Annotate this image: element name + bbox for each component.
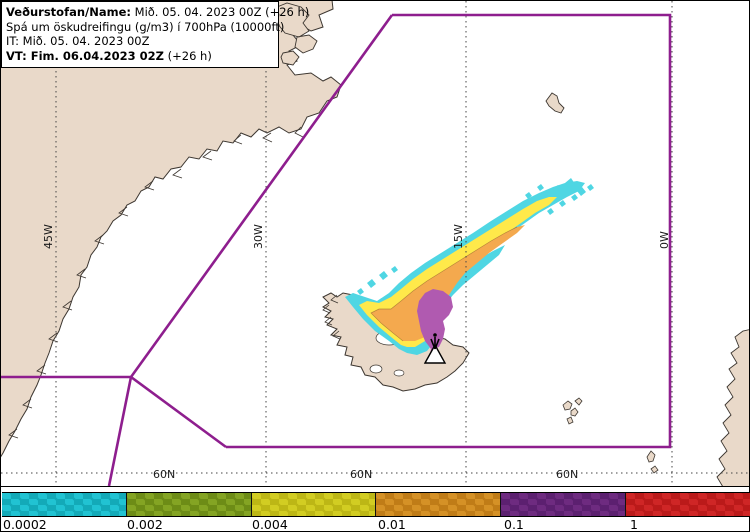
info-name-label: Veðurstofan/Name: — [6, 5, 131, 19]
colorbar-label: 0.004 — [252, 517, 288, 532]
colorbar-strip[interactable] — [2, 492, 750, 517]
ash-contour-0.1 — [417, 289, 453, 349]
colorbar-segment[interactable] — [626, 493, 750, 516]
longitude-label: 45W — [42, 224, 55, 249]
colorbar-labels: 0.0002 0.002 0.004 0.01 0.1 1 — [1, 518, 750, 532]
latitude-label-group: 60N 60N 60N — [153, 468, 578, 481]
colorbar-segment[interactable] — [126, 493, 252, 516]
colorbar-label: 0.002 — [127, 517, 163, 532]
latitude-label: 60N — [350, 468, 372, 481]
glacier-langjokull — [393, 369, 405, 377]
glacier-myrdalsjokull — [369, 364, 383, 374]
fir-boundary — [1, 13, 672, 486]
info-line-name: Veðurstofan/Name: Mið. 05. 04. 2023 00Z … — [6, 5, 309, 20]
colorbar-legend: 0.0002 0.002 0.004 0.01 0.1 1 — [0, 487, 750, 532]
info-name-value: Mið. 05. 04. 2023 00Z (+26 h) — [131, 5, 310, 19]
latitude-label: 60N — [556, 468, 578, 481]
forecast-info-box: Veðurstofan/Name: Mið. 05. 04. 2023 00Z … — [1, 1, 309, 68]
info-line-valid-time: VT: Fim. 06.04.2023 02Z (+26 h) — [6, 49, 274, 64]
greenland-northeast-islands — [276, 2, 318, 66]
longitude-gridlines — [55, 1, 673, 486]
colorbar-segment[interactable] — [501, 493, 627, 516]
ash-contour-0.01 — [371, 225, 525, 341]
colorbar-segment[interactable] — [2, 493, 127, 516]
norway-coast — [716, 329, 749, 486]
info-it-label: IT: — [6, 34, 20, 48]
longitude-label: 15W — [452, 224, 465, 249]
colorbar-segment[interactable] — [251, 493, 377, 516]
info-vt-label: VT: Fim. 06.04.2023 02Z — [6, 48, 164, 63]
longitude-label-group: 45W 30W 15W 0W — [42, 224, 671, 249]
info-vt-value: (+26 h) — [163, 48, 212, 63]
ash-contour-outline — [370, 226, 518, 342]
faroe-islands — [562, 397, 583, 425]
shetland-islands — [646, 450, 659, 474]
longitude-label: 0W — [658, 231, 671, 249]
longitude-label: 30W — [252, 224, 265, 249]
forecast-map[interactable]: 45W 30W 15W 0W 60N 60N 60N — [1, 1, 749, 486]
greenland-fjord-detail — [8, 126, 304, 439]
volcano-icon — [423, 333, 447, 364]
colorbar-label: 0.1 — [504, 517, 524, 532]
info-it-value: Mið. 05. 04. 2023 00Z — [19, 34, 150, 48]
colorbar-label: 0.01 — [378, 517, 406, 532]
info-line-parameter: Spá um öskudreifingu (g/m3) í 700hPa (10… — [6, 19, 285, 34]
greenland-landmass — [1, 1, 342, 458]
colorbar-segment[interactable] — [376, 493, 502, 516]
jan-mayen-island — [545, 92, 565, 114]
info-line-init-time: IT: Mið. 05. 04. 2023 00Z — [6, 34, 274, 49]
colorbar-label: 0.0002 — [3, 517, 47, 532]
latitude-label: 60N — [153, 468, 175, 481]
colorbar-label: 1 — [630, 517, 638, 532]
map-panel[interactable]: 45W 30W 15W 0W 60N 60N 60N Veðurstofan/N… — [0, 0, 750, 487]
